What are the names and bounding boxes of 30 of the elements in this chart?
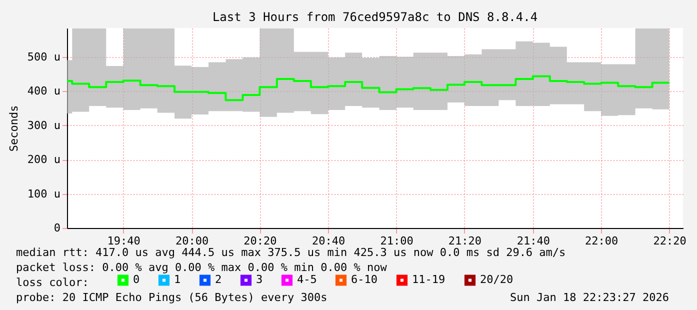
- x-tick-label: 21:40: [516, 234, 550, 248]
- x-tick-label: 22:20: [653, 234, 686, 248]
- y-tick-label: 200 u: [27, 153, 60, 166]
- y-tick-label: 500 u: [27, 50, 60, 64]
- x-tick-label: 20:20: [244, 234, 277, 248]
- legend-label: 4-5: [297, 273, 317, 286]
- text: packet loss: 0.00 % avg 0.00 % max 0.00 % min 0.00 % now: [16, 261, 388, 274]
- y-tick-label: 100 u: [27, 187, 60, 200]
- text: probe: 20 ICMP Echo Pings (56 Bytes) every 300s: [16, 291, 328, 304]
- x-tick-label: 19:40: [107, 234, 140, 248]
- y-axis-title: Seconds: [7, 105, 20, 152]
- legend-label: 1: [174, 273, 181, 286]
- x-tick-label: 20:00: [175, 234, 209, 248]
- text: Sun Jan 18 22:23:27 2026: [510, 291, 669, 304]
- legend-title: loss color:: [16, 276, 89, 289]
- x-tick-label: 20:40: [312, 234, 346, 248]
- x-tick-label: 21:20: [448, 234, 482, 248]
- legend-label: 11-19: [412, 273, 446, 286]
- legend-label: 3: [256, 273, 263, 286]
- x-tick-label: 22:00: [585, 234, 618, 248]
- legend-label: 6-10: [351, 273, 378, 286]
- legend-label: 2: [215, 273, 222, 286]
- legend-label: 0: [133, 273, 140, 286]
- text: median rtt: 417.0 us avg 444.5 us max 375.5 us min 425.3 us now 0.0 ms sd 29.6 am/s: [16, 246, 566, 259]
- y-tick-label: 0: [54, 222, 60, 234]
- x-tick-label: 21:00: [380, 234, 414, 248]
- y-tick-label: 300 u: [27, 118, 60, 132]
- y-tick-label: 400 u: [27, 84, 60, 98]
- legend-label: 20/20: [480, 273, 514, 286]
- chart-title: Last 3 Hours from 76ced9597a8c to DNS 8.8.4.4: [212, 10, 538, 24]
